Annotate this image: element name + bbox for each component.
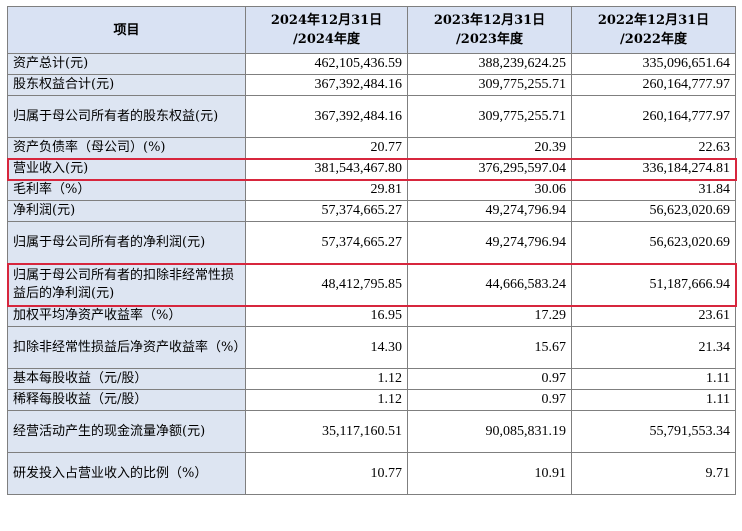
- value-cell: 57,374,665.27: [245, 221, 408, 264]
- column-header-item-text: 项目: [113, 22, 140, 38]
- table-row: 毛利率（%） 29.81 30.06 31.84: [7, 179, 736, 201]
- table-row: 归属于母公司所有者的股东权益(元) 367,392,484.16 309,775,2…: [7, 95, 736, 138]
- value-cell: 367,392,484.16: [245, 95, 408, 138]
- value-cell: 1.11: [571, 368, 736, 390]
- column-header-2024: 2024年12月31日 /2024年度: [245, 6, 408, 54]
- value-cell: 21.34: [571, 326, 736, 369]
- table-row: 营业收入(元) 381,543,467.80 376,295,597.04 336,1…: [7, 158, 736, 180]
- column-header-2022-line1: 2022年12月31日: [597, 13, 710, 28]
- table-row: 扣除非经常性损益后净资产收益率（%） 14.30 15.67 21.34: [7, 326, 736, 369]
- table-row: 基本每股收益（元/股） 1.12 0.97 1.11: [7, 368, 736, 390]
- table-row: 加权平均净资产收益率（%） 16.95 17.29 23.61: [7, 305, 736, 327]
- column-header-2023-line1: 2023年12月31日: [433, 13, 546, 28]
- value-cell: 367,392,484.16: [245, 74, 408, 96]
- table-row: 研发投入占营业收入的比例（%） 10.77 10.91 9.71: [7, 452, 736, 495]
- value-cell: 260,164,777.97: [571, 74, 736, 96]
- value-cell: 335,096,651.64: [571, 53, 736, 75]
- table-row: 资产总计(元) 462,105,436.59 388,239,624.25 335,0…: [7, 53, 736, 75]
- table-row: 净利润(元) 57,374,665.27 49,274,796.94 56,623,0…: [7, 200, 736, 222]
- row-label: 基本每股收益（元/股）: [7, 368, 246, 390]
- column-header-2024-line1: 2024年12月31日: [270, 13, 383, 28]
- value-cell: 0.97: [407, 368, 572, 390]
- column-header-2024-line2: /2024年度: [293, 32, 360, 47]
- value-cell: 9.71: [571, 452, 736, 495]
- value-cell: 16.95: [245, 305, 408, 327]
- value-cell: 260,164,777.97: [571, 95, 736, 138]
- value-cell: 48,412,795.85: [245, 263, 408, 306]
- row-label: 稀释每股收益（元/股）: [7, 389, 246, 411]
- table-row: 资产负债率（母公司）(%) 20.77 20.39 22.63: [7, 137, 736, 159]
- row-label: 毛利率（%）: [7, 179, 246, 201]
- value-cell: 20.39: [407, 137, 572, 159]
- row-label: 营业收入(元): [7, 158, 246, 180]
- value-cell: 376,295,597.04: [407, 158, 572, 180]
- value-cell: 309,775,255.71: [407, 74, 572, 96]
- value-cell: 10.77: [245, 452, 408, 495]
- value-cell: 17.29: [407, 305, 572, 327]
- table-row: 股东权益合计(元) 367,392,484.16 309,775,255.71 260…: [7, 74, 736, 96]
- value-cell: 29.81: [245, 179, 408, 201]
- row-label: 经营活动产生的现金流量净额(元): [7, 410, 246, 453]
- value-cell: 56,623,020.69: [571, 200, 736, 222]
- value-cell: 1.12: [245, 389, 408, 411]
- row-label: 研发投入占营业收入的比例（%）: [7, 452, 246, 495]
- value-cell: 388,239,624.25: [407, 53, 572, 75]
- value-cell: 23.61: [571, 305, 736, 327]
- column-header-2023: 2023年12月31日 /2023年度: [407, 6, 572, 54]
- value-cell: 309,775,255.71: [407, 95, 572, 138]
- value-cell: 90,085,831.19: [407, 410, 572, 453]
- value-cell: 10.91: [407, 452, 572, 495]
- value-cell: 49,274,796.94: [407, 221, 572, 264]
- value-cell: 1.12: [245, 368, 408, 390]
- table-row: 归属于母公司所有者的扣除非经常性损益后的净利润(元) 48,412,795.85 4…: [7, 263, 736, 306]
- value-cell: 30.06: [407, 179, 572, 201]
- value-cell: 31.84: [571, 179, 736, 201]
- value-cell: 1.11: [571, 389, 736, 411]
- table-row: 稀释每股收益（元/股） 1.12 0.97 1.11: [7, 389, 736, 411]
- value-cell: 57,374,665.27: [245, 200, 408, 222]
- value-cell: 14.30: [245, 326, 408, 369]
- column-header-2022-line2: /2022年度: [620, 32, 687, 47]
- row-label: 扣除非经常性损益后净资产收益率（%）: [7, 326, 246, 369]
- table-row: 经营活动产生的现金流量净额(元) 35,117,160.51 90,085,831.…: [7, 410, 736, 453]
- row-label: 资产总计(元): [7, 53, 246, 75]
- row-label: 归属于母公司所有者的净利润(元): [7, 221, 246, 264]
- value-cell: 0.97: [407, 389, 572, 411]
- value-cell: 22.63: [571, 137, 736, 159]
- value-cell: 55,791,553.34: [571, 410, 736, 453]
- column-header-item: 项目: [7, 6, 246, 54]
- column-header-2023-line2: /2023年度: [456, 32, 523, 47]
- row-label: 加权平均净资产收益率（%）: [7, 305, 246, 327]
- financial-summary-table: 项目 2024年12月31日 /2024年度 2023年12月31日 /2023…: [7, 6, 736, 495]
- row-label: 归属于母公司所有者的扣除非经常性损益后的净利润(元): [7, 263, 246, 306]
- value-cell: 20.77: [245, 137, 408, 159]
- row-label: 净利润(元): [7, 200, 246, 222]
- value-cell: 49,274,796.94: [407, 200, 572, 222]
- value-cell: 15.67: [407, 326, 572, 369]
- value-cell: 51,187,666.94: [571, 263, 736, 306]
- value-cell: 44,666,583.24: [407, 263, 572, 306]
- value-cell: 381,543,467.80: [245, 158, 408, 180]
- row-label: 股东权益合计(元): [7, 74, 246, 96]
- column-header-2022: 2022年12月31日 /2022年度: [571, 6, 736, 54]
- value-cell: 35,117,160.51: [245, 410, 408, 453]
- header-row: 项目 2024年12月31日 /2024年度 2023年12月31日 /2023…: [7, 6, 736, 54]
- row-label: 归属于母公司所有者的股东权益(元): [7, 95, 246, 138]
- value-cell: 336,184,274.81: [571, 158, 736, 180]
- row-label: 资产负债率（母公司）(%): [7, 137, 246, 159]
- table-row: 归属于母公司所有者的净利润(元) 57,374,665.27 49,274,796.…: [7, 221, 736, 264]
- value-cell: 56,623,020.69: [571, 221, 736, 264]
- value-cell: 462,105,436.59: [245, 53, 408, 75]
